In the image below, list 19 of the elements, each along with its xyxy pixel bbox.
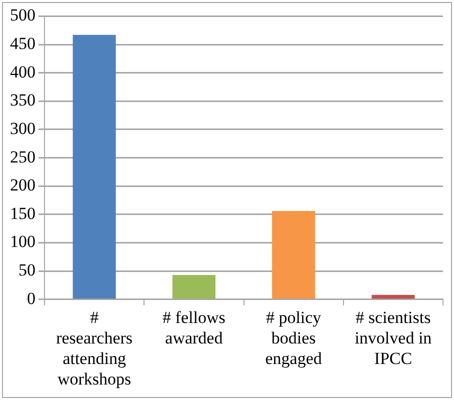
y-tick-label: 100 [10,232,36,252]
bar [72,34,116,299]
y-tick-label: 450 [10,34,36,53]
bar [372,294,415,299]
x-tick-label: # policy bodies engaged [265,308,322,368]
y-tick-label: 500 [10,6,36,25]
y-tick-label: 250 [10,147,36,166]
y-tick-label: 200 [10,176,36,195]
y-tick-label: 50 [18,260,36,280]
y-tick-label: 150 [10,204,36,223]
x-tick-label: # fellows awarded [162,308,226,348]
y-tick-label: 0 [27,288,36,308]
bar [172,275,216,299]
x-tick-label: # researchers attending workshops [56,308,133,388]
y-tick-label: 350 [10,90,36,110]
bar [272,211,316,299]
y-tick-label: 400 [10,62,36,82]
y-tick-label: 300 [10,118,36,138]
x-tick-label: # scientists involved in IPCC [354,308,432,368]
